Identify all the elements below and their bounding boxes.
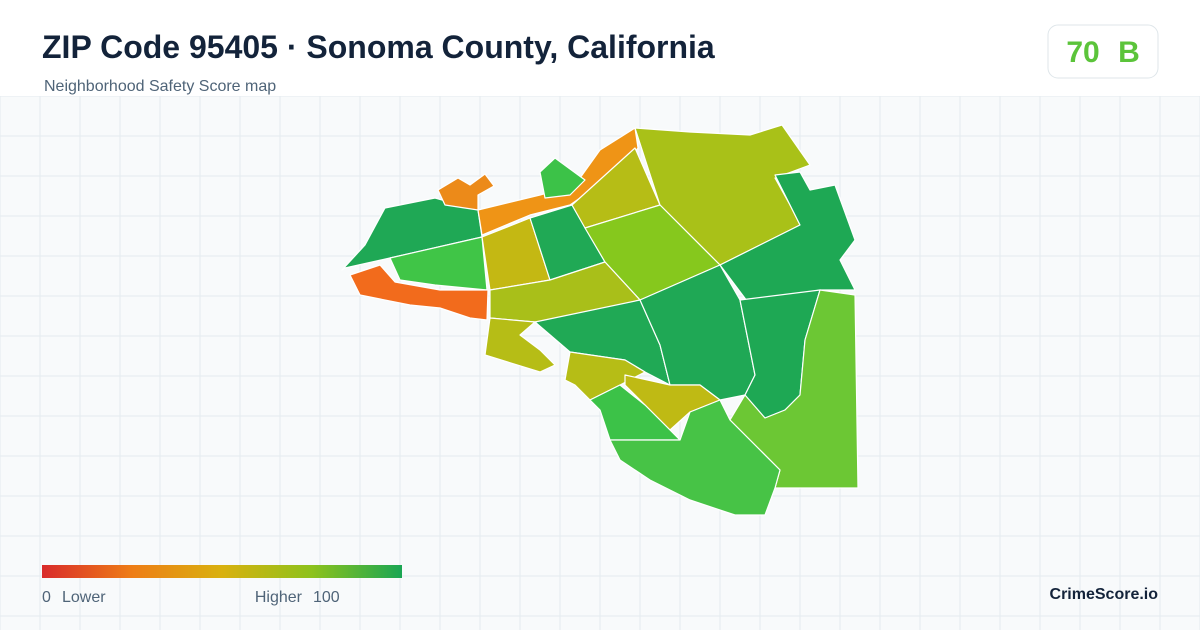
area bbox=[484, 317, 556, 373]
zip-map bbox=[341, 124, 859, 516]
area bbox=[539, 157, 586, 199]
background-grid bbox=[0, 95, 1200, 630]
legend-min: 0 bbox=[42, 589, 51, 606]
score-badge: 70 B bbox=[1047, 24, 1159, 79]
badge-box bbox=[1047, 24, 1159, 79]
legend-gradient bbox=[42, 565, 402, 578]
area bbox=[719, 171, 856, 306]
score-grade: B bbox=[1118, 36, 1140, 69]
subtitle: Neighborhood Safety Score map bbox=[44, 78, 276, 95]
area bbox=[437, 173, 495, 211]
area bbox=[639, 264, 756, 401]
header-band bbox=[0, 0, 1200, 96]
legend-min-label: Lower bbox=[62, 589, 106, 606]
area bbox=[609, 399, 781, 516]
area bbox=[389, 236, 488, 291]
legend: 0 Lower Higher 100 bbox=[42, 565, 402, 606]
title: ZIP Code 95405 · Sonoma County, Californ… bbox=[42, 29, 715, 65]
area bbox=[349, 264, 489, 321]
legend-max: 100 bbox=[313, 589, 340, 606]
brand: CrimeScore.io bbox=[1050, 586, 1159, 603]
score-value: 70 bbox=[1066, 36, 1099, 69]
legend-max-label: Higher bbox=[255, 589, 303, 606]
